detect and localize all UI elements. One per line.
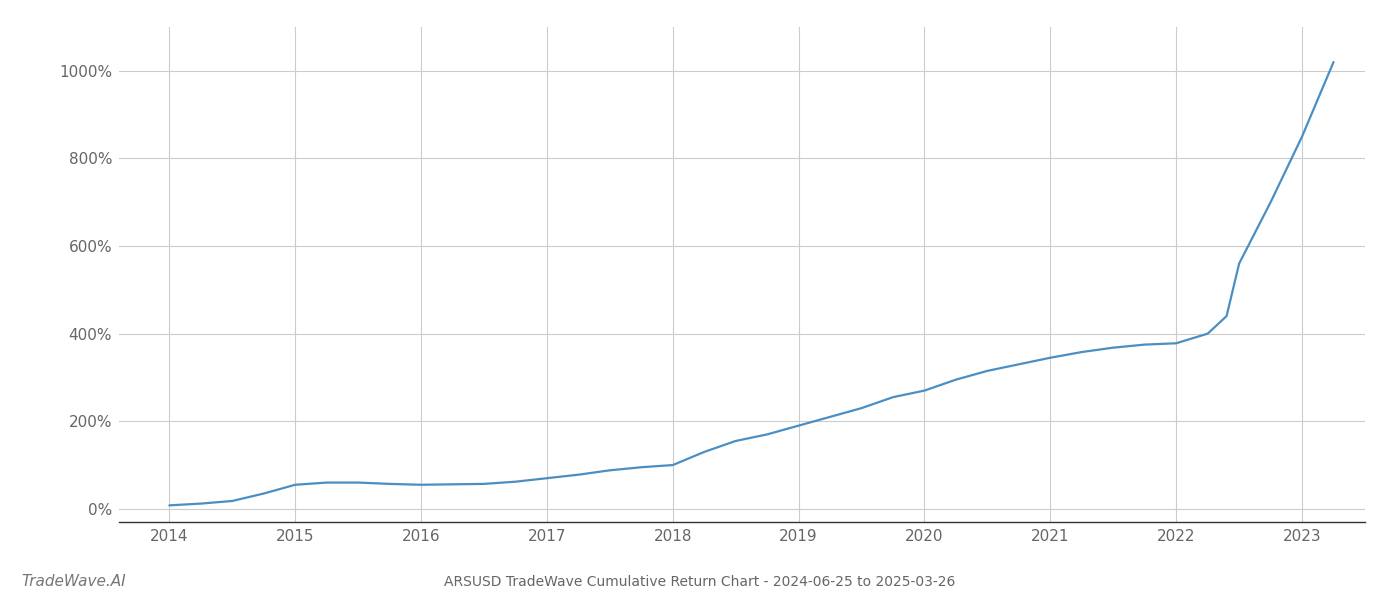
Text: ARSUSD TradeWave Cumulative Return Chart - 2024-06-25 to 2025-03-26: ARSUSD TradeWave Cumulative Return Chart… xyxy=(444,575,956,589)
Text: TradeWave.AI: TradeWave.AI xyxy=(21,574,126,589)
